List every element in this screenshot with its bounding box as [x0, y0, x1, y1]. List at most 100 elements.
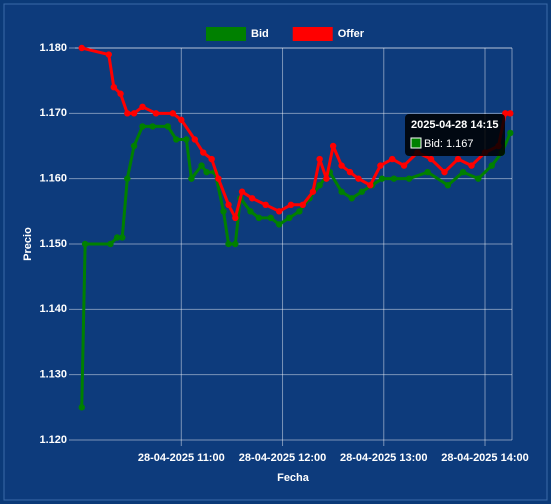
x-tick-label: 28-04-2025 13:00 — [340, 452, 427, 464]
data-point — [316, 155, 323, 163]
data-point — [488, 162, 495, 169]
data-point — [405, 175, 413, 182]
data-point — [296, 208, 303, 215]
data-point — [139, 103, 146, 111]
data-point — [225, 201, 232, 208]
data-point — [316, 182, 323, 189]
data-point — [105, 51, 112, 58]
data-point — [262, 201, 269, 208]
legend-label: Offer — [338, 28, 365, 40]
data-point — [454, 155, 462, 163]
data-point — [81, 240, 89, 248]
data-point — [232, 214, 239, 222]
data-point — [203, 168, 210, 176]
legend-swatch — [292, 27, 333, 41]
data-point — [323, 175, 330, 182]
data-point — [275, 208, 283, 215]
data-point — [441, 168, 448, 176]
data-point — [247, 208, 254, 215]
data-point — [338, 162, 345, 169]
y-tick-label: 1.140 — [39, 303, 67, 315]
data-point — [444, 182, 452, 189]
data-point — [232, 240, 239, 248]
data-point — [191, 136, 198, 143]
data-point — [329, 142, 337, 150]
tooltip-box — [405, 114, 505, 156]
data-point — [338, 188, 345, 195]
tooltip-label: Bid: 1.167 — [424, 138, 474, 150]
data-point — [215, 175, 222, 182]
data-point — [424, 168, 431, 176]
data-point — [309, 188, 317, 195]
data-point — [248, 195, 256, 202]
y-axis-label: Precio — [22, 227, 34, 261]
data-point — [169, 110, 177, 117]
legend-swatch — [206, 27, 246, 41]
data-point — [130, 142, 138, 150]
data-point — [377, 162, 384, 169]
data-point — [507, 129, 514, 137]
data-point — [502, 110, 509, 117]
data-point — [183, 136, 190, 143]
data-point — [124, 110, 131, 117]
data-point — [400, 162, 408, 169]
data-point — [367, 182, 374, 189]
data-point — [475, 175, 482, 182]
legend-label: Bid — [251, 28, 269, 40]
tooltip-swatch — [410, 137, 422, 149]
data-point — [468, 162, 475, 169]
y-tick-label: 1.160 — [39, 173, 67, 185]
data-point — [208, 155, 215, 163]
data-point — [427, 155, 435, 163]
data-point — [299, 201, 306, 208]
data-point — [124, 175, 131, 182]
data-point — [107, 240, 114, 248]
data-point — [149, 123, 156, 130]
data-point — [267, 214, 274, 222]
data-point — [348, 195, 355, 202]
data-point — [286, 214, 293, 222]
tooltip: 2025-04-28 14:15 Bid: 1.167 — [405, 114, 505, 156]
data-point — [238, 188, 246, 195]
data-point — [275, 221, 283, 228]
x-tick-label: 28-04-2025 12:00 — [239, 452, 326, 464]
y-tick-label: 1.150 — [39, 238, 67, 250]
y-tick-label: 1.180 — [39, 42, 67, 54]
data-point — [459, 168, 467, 176]
data-point — [225, 240, 232, 248]
data-point — [390, 175, 398, 182]
x-axis-label: Fecha — [277, 472, 310, 484]
y-tick-label: 1.120 — [39, 434, 67, 446]
tooltip-title: 2025-04-28 14:15 — [411, 119, 498, 131]
y-tick-label: 1.170 — [39, 107, 67, 119]
data-point — [78, 44, 85, 52]
data-point — [355, 175, 362, 182]
data-point — [198, 162, 205, 169]
x-tick-label: 28-04-2025 11:00 — [138, 452, 225, 464]
data-point — [152, 110, 160, 117]
data-point — [117, 90, 124, 97]
chart-frame — [3, 3, 548, 501]
data-point — [173, 136, 180, 143]
data-point — [507, 110, 514, 117]
data-point — [255, 214, 263, 222]
data-point — [178, 116, 185, 124]
data-point — [287, 201, 295, 208]
data-point — [200, 149, 207, 156]
data-point — [389, 155, 396, 163]
data-point — [113, 234, 121, 241]
y-tick-label: 1.130 — [39, 369, 67, 381]
data-point — [358, 188, 366, 195]
data-point — [130, 110, 138, 117]
data-point — [110, 84, 118, 91]
data-point — [188, 175, 195, 182]
data-point — [119, 234, 126, 241]
data-point — [78, 404, 85, 411]
data-point — [139, 123, 146, 130]
data-point — [378, 175, 386, 182]
x-tick-label: 28-04-2025 14:00 — [441, 452, 528, 464]
data-point — [346, 168, 354, 176]
data-point — [164, 123, 171, 130]
data-point — [220, 208, 227, 215]
